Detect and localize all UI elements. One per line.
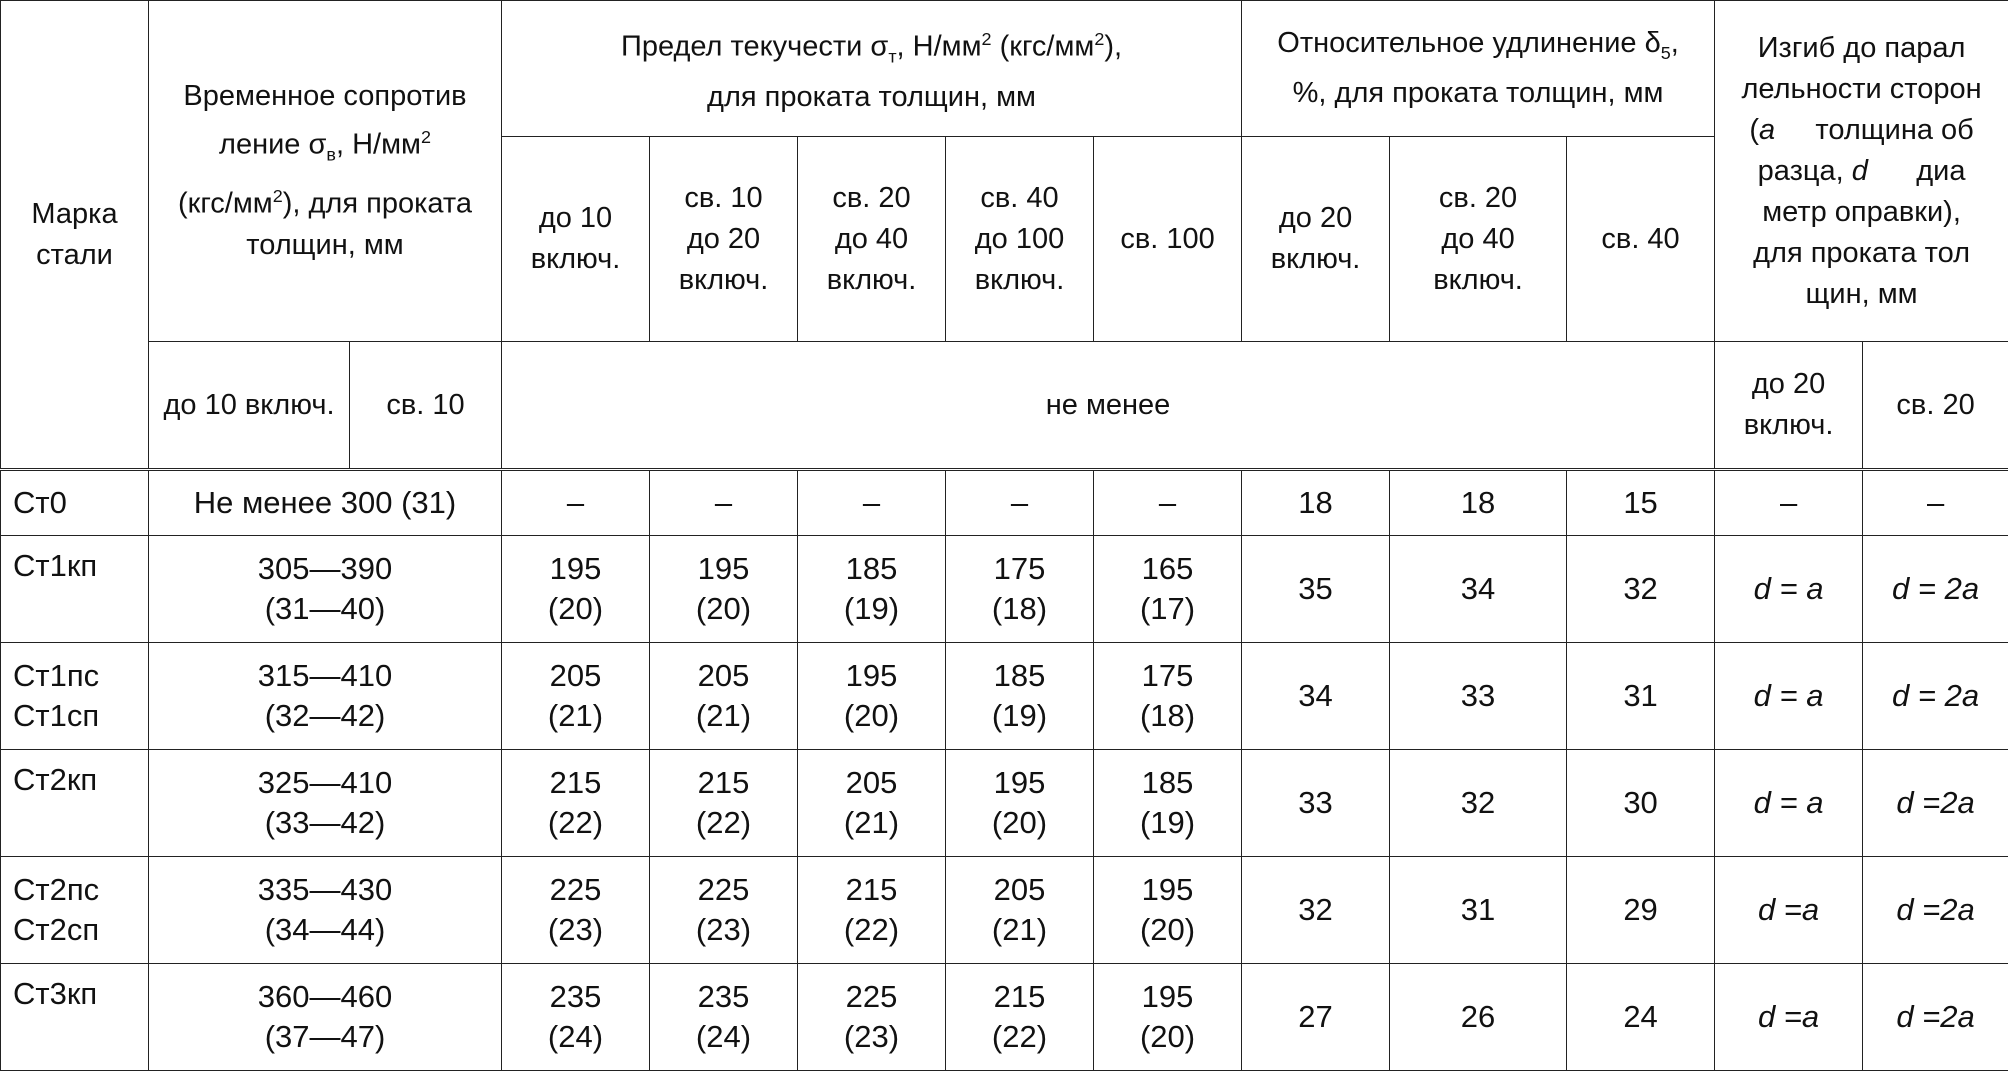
cell-elong: 15 <box>1566 469 1716 536</box>
header-yield-col: св. 20 до 40 включ. <box>797 136 946 342</box>
cell-yield: 215 (22) <box>501 749 650 857</box>
header-yield-strength: Предел текучести σт, Н/мм2 (кгс/мм2), дл… <box>500 0 1243 137</box>
cell-elong: 34 <box>1389 535 1568 643</box>
cell-tensile: 305—390 (31—40) <box>148 535 502 643</box>
cell-elong: 18 <box>1389 469 1568 536</box>
cell-bend: d = a <box>1714 535 1864 643</box>
header-elongation: Относительное удлинение δ5, %, для прока… <box>1241 0 1716 137</box>
cell-grade: Ст1кп <box>0 535 149 643</box>
cell-bend: d =2a <box>1862 963 2008 1071</box>
cell-yield: 195 (20) <box>649 535 798 643</box>
cell-yield: 215 (22) <box>649 749 798 857</box>
cell-yield: 205 (21) <box>649 642 798 750</box>
cell-elong: 29 <box>1566 856 1716 964</box>
cell-yield: – <box>945 469 1094 536</box>
cell-tensile: 335—430 (34—44) <box>148 856 502 964</box>
cell-yield: 195 (20) <box>1092 963 1243 1071</box>
cell-elong: 26 <box>1389 963 1568 1071</box>
cell-elong: 31 <box>1566 642 1716 750</box>
cell-elong: 32 <box>1389 749 1568 857</box>
header-yield-col: до 10 включ. <box>501 136 650 342</box>
header-elong-col: св. 40 <box>1566 136 1716 342</box>
header-grade: Марка стали <box>0 0 149 471</box>
table-row: Ст2пс Ст2сп 335—430 (34—44) 225 (23) 225… <box>0 856 2008 964</box>
cell-yield: – <box>501 469 650 536</box>
cell-yield: 165 (17) <box>1092 535 1243 643</box>
header-elong-col: до 20 включ. <box>1241 136 1391 342</box>
cell-bend: d =2a <box>1862 856 2008 964</box>
cell-tensile: 360—460 (37—47) <box>148 963 502 1071</box>
cell-grade: Ст2кп <box>0 749 149 857</box>
cell-grade: Ст1пс Ст1сп <box>0 642 149 750</box>
header-tensile-strength: Временное сопротив ление σв, Н/мм2 (кгс/… <box>148 0 502 342</box>
header-bend-col: св. 20 <box>1862 341 2008 471</box>
header-yield-col: св. 10 до 20 включ. <box>649 136 798 342</box>
cell-yield: 235 (24) <box>649 963 798 1071</box>
cell-yield: 205 (21) <box>501 642 650 750</box>
cell-bend: – <box>1862 469 2008 536</box>
cell-yield: 215 (22) <box>797 856 946 964</box>
cell-elong: 33 <box>1389 642 1568 750</box>
cell-grade: Ст3кп <box>0 963 149 1071</box>
cell-elong: 18 <box>1241 469 1391 536</box>
header-bend: Изгиб до парал лельности сторон (a толщи… <box>1714 0 2008 342</box>
cell-bend: d =2a <box>1862 749 2008 857</box>
cell-yield: – <box>649 469 798 536</box>
cell-yield: 175 (18) <box>1092 642 1243 750</box>
cell-yield: 225 (23) <box>649 856 798 964</box>
header-tensile-col: св. 10 <box>349 341 502 471</box>
header-bend-col: до 20 включ. <box>1714 341 1864 471</box>
header-not-less: не менее <box>500 341 1716 471</box>
cell-grade: Ст2пс Ст2сп <box>0 856 149 964</box>
cell-bend: d = 2a <box>1862 642 2008 750</box>
table-body: Ст0 Не менее 300 (31) – – – – – 18 18 15… <box>0 469 2008 1071</box>
cell-tensile: Не менее 300 (31) <box>148 469 502 536</box>
cell-yield: 225 (23) <box>501 856 650 964</box>
header-tensile-col: до 10 включ. <box>148 341 350 471</box>
cell-bend: d =a <box>1714 856 1864 964</box>
cell-yield: 225 (23) <box>797 963 946 1071</box>
cell-elong: 31 <box>1389 856 1568 964</box>
cell-elong: 27 <box>1241 963 1391 1071</box>
table-row: Ст1кп 305—390 (31—40) 195 (20) 195 (20) … <box>0 535 2008 643</box>
cell-elong: 32 <box>1241 856 1391 964</box>
table-row: Ст0 Не менее 300 (31) – – – – – 18 18 15… <box>0 469 2008 536</box>
table-row: Ст1пс Ст1сп 315—410 (32—42) 205 (21) 205… <box>0 642 2008 750</box>
cell-tensile: 325—410 (33—42) <box>148 749 502 857</box>
cell-yield: 195 (20) <box>501 535 650 643</box>
cell-elong: 32 <box>1566 535 1716 643</box>
cell-elong: 35 <box>1241 535 1391 643</box>
cell-elong: 24 <box>1566 963 1716 1071</box>
cell-yield: 215 (22) <box>945 963 1094 1071</box>
cell-bend: d =a <box>1714 963 1864 1071</box>
header-elong-col: св. 20 до 40 включ. <box>1389 136 1568 342</box>
cell-yield: 185 (19) <box>797 535 946 643</box>
cell-elong: 33 <box>1241 749 1391 857</box>
cell-yield: 185 (19) <box>1092 749 1243 857</box>
cell-bend: d = a <box>1714 642 1864 750</box>
cell-bend: d = a <box>1714 749 1864 857</box>
cell-grade: Ст0 <box>0 469 149 536</box>
cell-bend: – <box>1714 469 1864 536</box>
cell-yield: 185 (19) <box>945 642 1094 750</box>
cell-elong: 34 <box>1241 642 1391 750</box>
cell-yield: – <box>797 469 946 536</box>
table-header: Марка стали Временное сопротив ление σв,… <box>0 0 2008 471</box>
cell-yield: 235 (24) <box>501 963 650 1071</box>
cell-tensile: 315—410 (32—42) <box>148 642 502 750</box>
cell-yield: 205 (21) <box>797 749 946 857</box>
table-row: Ст2кп 325—410 (33—42) 215 (22) 215 (22) … <box>0 749 2008 857</box>
header-yield-col: св. 40 до 100 включ. <box>945 136 1094 342</box>
cell-yield: 175 (18) <box>945 535 1094 643</box>
cell-yield: 195 (20) <box>797 642 946 750</box>
cell-yield: 195 (20) <box>945 749 1094 857</box>
cell-yield: 205 (21) <box>945 856 1094 964</box>
cell-elong: 30 <box>1566 749 1716 857</box>
cell-yield: 195 (20) <box>1092 856 1243 964</box>
table-row: Ст3кп 360—460 (37—47) 235 (24) 235 (24) … <box>0 963 2008 1071</box>
cell-yield: – <box>1092 469 1243 536</box>
header-yield-col: св. 100 <box>1092 136 1243 342</box>
cell-bend: d = 2a <box>1862 535 2008 643</box>
